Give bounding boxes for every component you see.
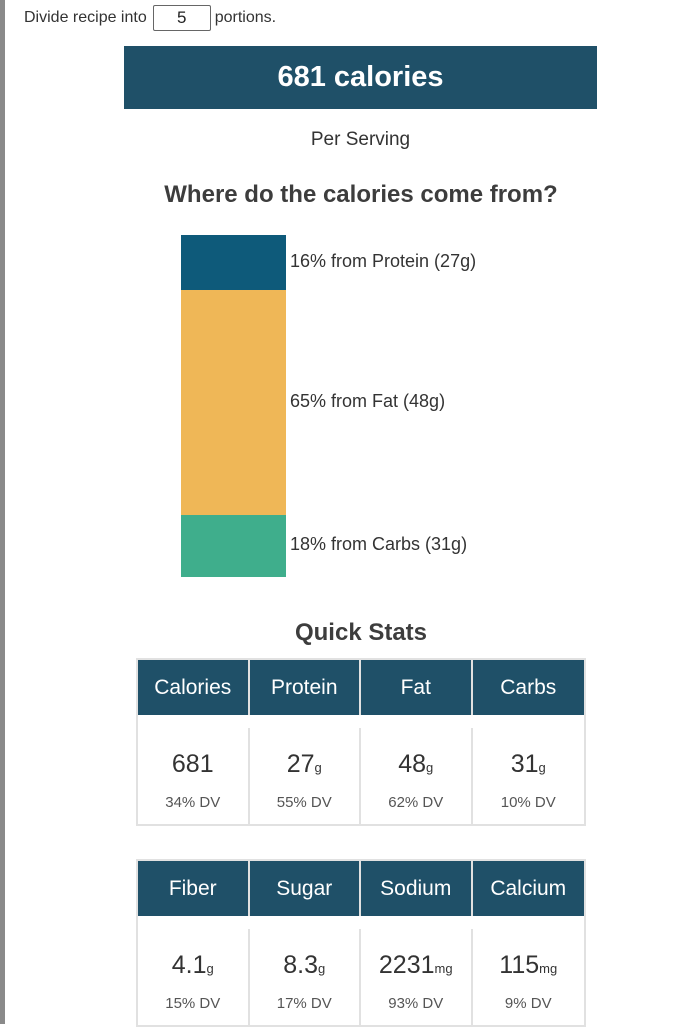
quick-stats-heading: Quick Stats — [294, 619, 428, 646]
header-calories: Calories — [138, 660, 250, 715]
stat-value: 4.1g — [172, 949, 214, 981]
breakdown-label-0: 16% from Protein (27g) — [290, 250, 477, 271]
value-unit: mg — [539, 961, 558, 976]
value-number: 2231 — [378, 951, 435, 979]
header-fiber: Fiber — [138, 861, 250, 916]
stat-value: 115mg — [499, 949, 557, 981]
header-carbs: Carbs — [472, 660, 584, 715]
value-number: 681 — [171, 750, 214, 778]
breakdown-segment-2 — [181, 515, 286, 577]
per-serving-label: Per Serving — [310, 129, 411, 150]
stat-value: 681 — [172, 748, 214, 780]
value-unit: g — [538, 760, 546, 775]
stat-cell-calcium: 115mg 9% DV — [473, 929, 585, 1025]
portions-input[interactable] — [152, 5, 211, 31]
value-number: 27 — [286, 750, 315, 778]
calories-banner: 681 calories — [124, 46, 597, 109]
portions-row: Divide recipe into portions. — [24, 4, 276, 32]
daily-value: 17% DV — [276, 995, 332, 1012]
stat-value: 27g — [287, 748, 322, 780]
calorie-source-heading: Where do the calories come from? — [164, 181, 558, 208]
daily-value: 34% DV — [165, 794, 221, 811]
portions-prefix-label: Divide recipe into — [24, 9, 147, 26]
quick-stats-table-secondary: Fiber Sugar Sodium Calcium 4.1g 15% DV 8… — [136, 859, 586, 1027]
header-sodium: Sodium — [361, 861, 473, 916]
value-unit: g — [318, 961, 326, 976]
daily-value: 93% DV — [388, 995, 444, 1012]
breakdown-label-1: 65% from Fat (48g) — [290, 390, 446, 411]
stat-cell-fat: 48g 62% DV — [361, 728, 473, 824]
daily-value: 15% DV — [165, 995, 221, 1012]
stat-cell-sodium: 2231mg 93% DV — [361, 929, 473, 1025]
value-unit: g — [426, 760, 434, 775]
header-protein: Protein — [249, 660, 361, 715]
stat-cell-calories: 681 34% DV — [138, 728, 250, 824]
calorie-breakdown-bar — [181, 235, 286, 577]
breakdown-segment-0 — [181, 235, 286, 290]
stat-cell-sugar: 8.3g 17% DV — [250, 929, 361, 1025]
value-unit: mg — [434, 961, 453, 976]
stat-value: 8.3g — [283, 949, 325, 981]
stat-cell-protein: 27g 55% DV — [250, 728, 361, 824]
value-unit: g — [206, 961, 214, 976]
value-number: 8.3 — [283, 951, 319, 979]
stat-value: 2231mg — [379, 949, 453, 981]
header-calcium: Calcium — [472, 861, 584, 916]
stat-cell-carbs: 31g 10% DV — [473, 728, 585, 824]
daily-value: 9% DV — [504, 995, 552, 1012]
daily-value: 55% DV — [276, 794, 332, 811]
stat-value: 31g — [511, 748, 546, 780]
page-left-border — [0, 0, 5, 1024]
value-number: 31 — [510, 750, 539, 778]
header-fat: Fat — [361, 660, 473, 715]
breakdown-label-2: 18% from Carbs (31g) — [290, 534, 468, 554]
stat-value: 48g — [398, 748, 433, 780]
portions-suffix-label: portions. — [214, 9, 277, 26]
daily-value: 10% DV — [500, 794, 556, 811]
value-unit: g — [314, 760, 322, 775]
daily-value: 62% DV — [388, 794, 444, 811]
value-number: 115 — [499, 951, 540, 979]
breakdown-segment-1 — [181, 290, 286, 515]
value-number: 48 — [398, 750, 427, 778]
stat-cell-fiber: 4.1g 15% DV — [138, 929, 250, 1025]
quick-stats-table-main: Calories Protein Fat Carbs 681 34% DV 27… — [136, 658, 586, 826]
header-sugar: Sugar — [249, 861, 361, 916]
value-number: 4.1 — [171, 951, 207, 979]
